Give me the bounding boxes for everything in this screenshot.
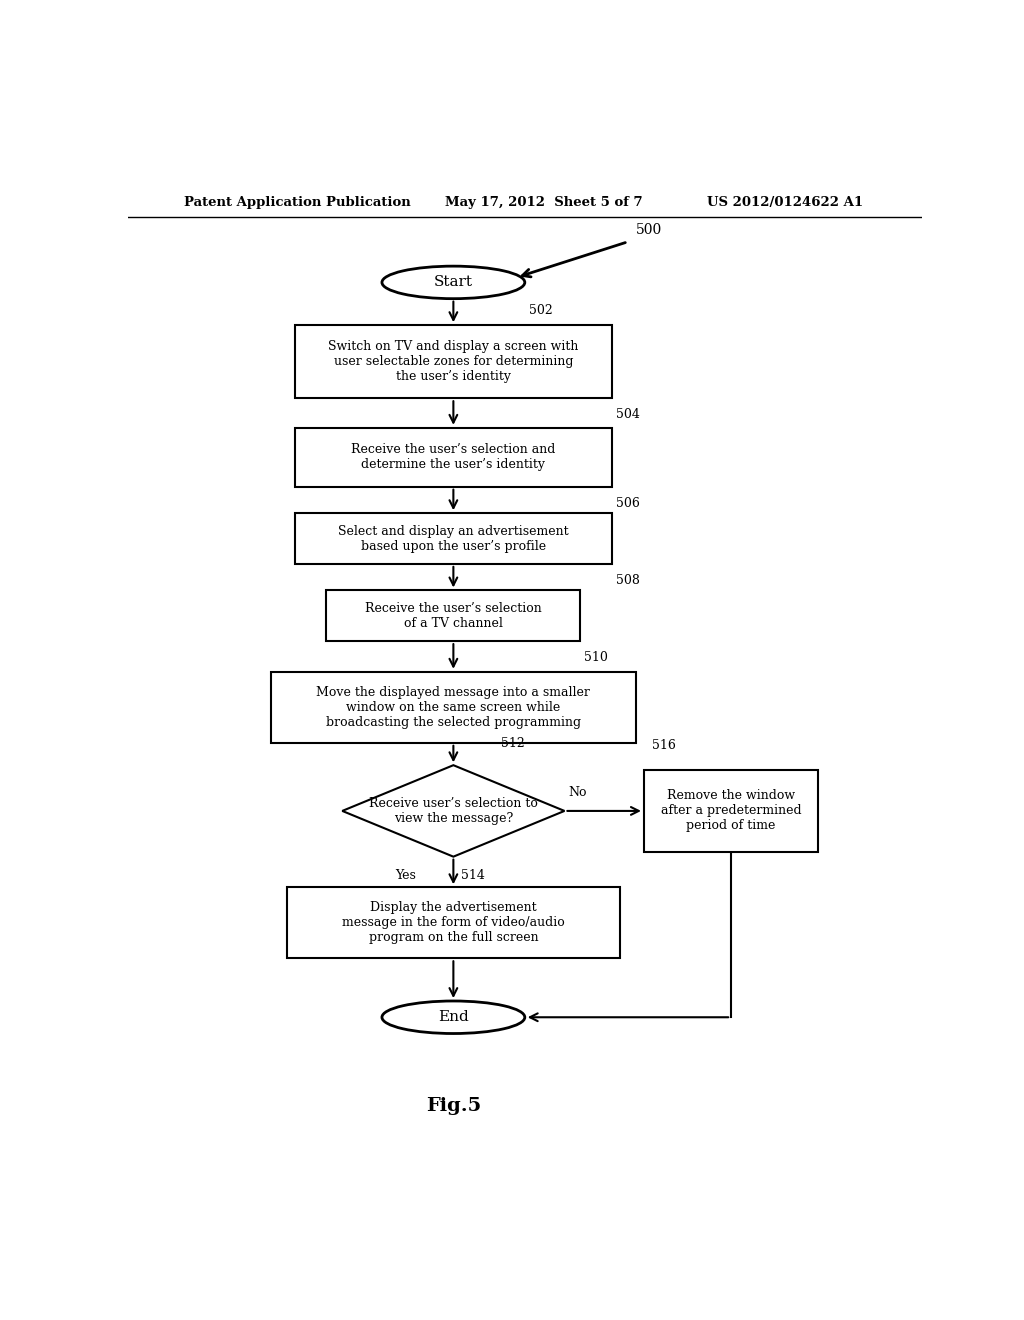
Text: Yes: Yes — [395, 869, 416, 882]
FancyBboxPatch shape — [644, 771, 818, 851]
Text: 512: 512 — [501, 738, 524, 750]
Text: Receive user’s selection to
view the message?: Receive user’s selection to view the mes… — [369, 797, 538, 825]
Text: May 17, 2012  Sheet 5 of 7: May 17, 2012 Sheet 5 of 7 — [445, 195, 643, 209]
Text: Receive the user’s selection and
determine the user’s identity: Receive the user’s selection and determi… — [351, 444, 556, 471]
FancyBboxPatch shape — [295, 513, 612, 564]
Text: Select and display an advertisement
based upon the user’s profile: Select and display an advertisement base… — [338, 524, 568, 553]
FancyBboxPatch shape — [327, 590, 581, 642]
Text: Receive the user’s selection
of a TV channel: Receive the user’s selection of a TV cha… — [365, 602, 542, 630]
Text: 500: 500 — [636, 223, 663, 236]
Text: 516: 516 — [652, 739, 676, 752]
Text: 502: 502 — [528, 304, 553, 317]
FancyBboxPatch shape — [295, 325, 612, 399]
Text: End: End — [438, 1010, 469, 1024]
Text: Fig.5: Fig.5 — [426, 1097, 481, 1114]
Text: Remove the window
after a predetermined
period of time: Remove the window after a predetermined … — [660, 789, 802, 833]
Text: 508: 508 — [616, 574, 640, 587]
Text: 510: 510 — [585, 651, 608, 664]
FancyBboxPatch shape — [287, 887, 620, 958]
Text: Move the displayed message into a smaller
window on the same screen while
broadc: Move the displayed message into a smalle… — [316, 686, 590, 729]
FancyBboxPatch shape — [295, 428, 612, 487]
Text: 514: 514 — [461, 869, 485, 882]
Text: Patent Application Publication: Patent Application Publication — [183, 195, 411, 209]
Text: Display the advertisement
message in the form of video/audio
program on the full: Display the advertisement message in the… — [342, 902, 565, 944]
Text: US 2012/0124622 A1: US 2012/0124622 A1 — [708, 195, 863, 209]
FancyBboxPatch shape — [270, 672, 636, 743]
Ellipse shape — [382, 1001, 524, 1034]
Ellipse shape — [382, 267, 524, 298]
Text: No: No — [568, 785, 587, 799]
Polygon shape — [342, 766, 564, 857]
Text: 506: 506 — [616, 496, 640, 510]
Text: Switch on TV and display a screen with
user selectable zones for determining
the: Switch on TV and display a screen with u… — [328, 341, 579, 383]
Text: 504: 504 — [616, 408, 640, 421]
Text: Start: Start — [434, 276, 473, 289]
